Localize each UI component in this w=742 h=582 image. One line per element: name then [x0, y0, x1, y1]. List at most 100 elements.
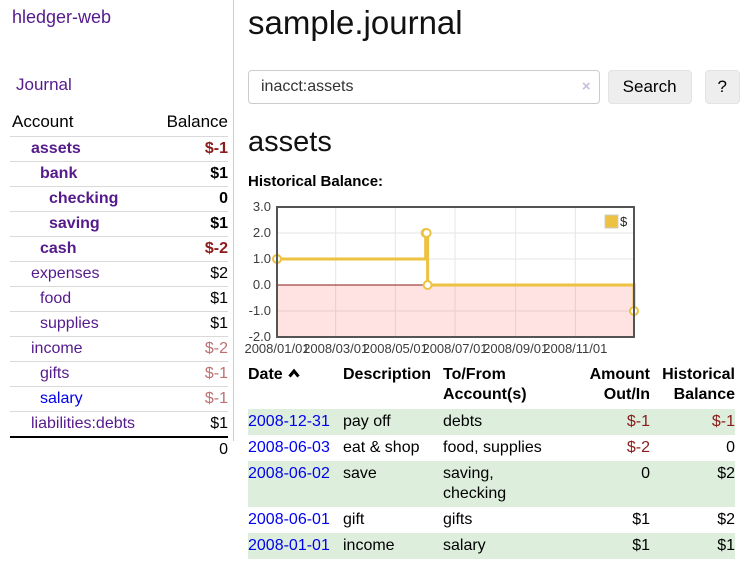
- accounts-header-account: Account: [12, 112, 74, 131]
- register-description-cell: save: [343, 461, 443, 507]
- register-description-cell: income: [343, 533, 443, 559]
- register-header-row: Date Description To/From Account(s) Amou…: [248, 363, 735, 409]
- account-balance: $1: [154, 411, 228, 437]
- register-description-cell: pay off: [343, 409, 443, 435]
- x-tick-label: 2008/05/01: [363, 341, 428, 356]
- sidebar-account-checking[interactable]: checking: [49, 190, 119, 207]
- account-name-cell: bank: [10, 161, 155, 187]
- account-row: assets $-1: [10, 136, 228, 162]
- account-name-cell: income: [10, 336, 155, 362]
- register-date-cell: 2008-12-31: [248, 409, 343, 435]
- x-tick-label: 2008/11/01: [543, 341, 607, 356]
- sidebar-account-supplies[interactable]: supplies: [40, 315, 99, 332]
- account-row: liabilities:debts $1: [10, 411, 228, 437]
- register-balance-cell: $1: [650, 533, 735, 559]
- transaction-date-link[interactable]: 2008-06-02: [248, 465, 330, 482]
- register-tofrom-cell: gifts: [443, 511, 473, 528]
- sidebar-account-salary[interactable]: salary: [40, 390, 83, 407]
- sidebar-account-income[interactable]: income: [31, 340, 83, 357]
- register-row: 2008-06-01 gift gifts $1 $2: [248, 507, 735, 533]
- register-description-cell: eat & shop: [343, 439, 420, 456]
- historical-balance-chart: 3.0 2.0 1.0 0.0 -1.0 -2.02008/01/012008/03/01…: [244, 199, 639, 356]
- sidebar-account-liabilities-debts[interactable]: liabilities:debts: [31, 415, 136, 432]
- register-row: 2008-06-02 save saving, checking 0 $2: [248, 461, 735, 507]
- transaction-date-link[interactable]: 2008-06-03: [248, 439, 330, 456]
- account-row: saving $1: [10, 211, 228, 237]
- register-date-cell: 2008-06-02: [248, 461, 343, 507]
- accounts-total-value: 0: [154, 436, 228, 462]
- register-header-date: Date: [248, 363, 343, 409]
- sidebar: hledger-web Journal Account Balance asse…: [0, 0, 233, 462]
- register-row: 2008-01-01 income salary $1 $1: [248, 533, 735, 559]
- register-header-tofrom: To/From Account(s): [443, 366, 527, 403]
- sidebar-account-expenses[interactable]: expenses: [31, 265, 100, 282]
- account-name-cell: cash: [10, 236, 155, 262]
- y-tick-label: -1.0: [249, 303, 271, 318]
- register-row: 2008-06-03 eat & shop food, supplies $-2 0: [248, 435, 735, 461]
- account-row: salary $-1: [10, 386, 228, 412]
- register-amount-cell: $1: [573, 533, 650, 559]
- search-bar: × Search ?: [248, 70, 740, 104]
- plot-border: [276, 206, 635, 338]
- sidebar-account-bank[interactable]: bank: [40, 165, 78, 182]
- sidebar-account-cash[interactable]: cash: [40, 240, 77, 257]
- chart-title: Historical Balance:: [248, 173, 384, 190]
- account-name-cell: saving: [10, 211, 155, 237]
- x-tick-label: 2008/03/01: [303, 341, 368, 356]
- account-name-cell: liabilities:debts: [10, 411, 155, 437]
- account-name-cell: expenses: [10, 261, 155, 287]
- register-balance-cell: $2: [717, 511, 735, 528]
- sidebar-account-assets[interactable]: assets: [31, 140, 81, 157]
- clear-search-icon[interactable]: ×: [581, 78, 591, 95]
- register-header-description: Description: [343, 366, 432, 383]
- account-row: cash $-2: [10, 236, 228, 262]
- sidebar-account-food[interactable]: food: [40, 290, 72, 307]
- register-tofrom-cell: food, supplies: [443, 439, 542, 456]
- sort-ascending-icon: [287, 365, 301, 385]
- accounts-table: Account Balance assets $-1 bank $1 checking 0…: [10, 109, 228, 462]
- brand-link[interactable]: hledger-web: [12, 7, 112, 27]
- account-name-cell: checking: [10, 186, 155, 212]
- register-tofrom-cell: debts: [443, 409, 573, 435]
- accounts-total-spacer: [10, 436, 155, 462]
- transaction-date-link[interactable]: 2008-06-01: [248, 511, 330, 528]
- x-tick-label: 2008/01/01: [244, 341, 309, 356]
- search-help-button[interactable]: ?: [704, 70, 740, 104]
- register-date-cell: 2008-06-01: [248, 507, 343, 533]
- register-amount-cell: $1: [632, 511, 650, 528]
- sidebar-account-gifts[interactable]: gifts: [40, 365, 70, 382]
- main-content: sample.journal × Search ? assets Histori…: [244, 0, 740, 559]
- account-balance: $1: [154, 161, 228, 187]
- account-name-cell: salary: [10, 386, 155, 412]
- sidebar-divider: [233, 0, 234, 441]
- account-balance: $1: [154, 286, 228, 312]
- register-description-cell: gift: [343, 511, 365, 528]
- sidebar-account-saving[interactable]: saving: [49, 215, 100, 232]
- page-title: sample.journal: [248, 4, 463, 41]
- account-balance: $-1: [154, 136, 228, 162]
- sidebar-item-journal[interactable]: Journal: [16, 75, 72, 94]
- data-point-marker: [422, 280, 433, 290]
- accounts-header-balance: Balance: [166, 112, 228, 131]
- register-table: Date Description To/From Account(s) Amou…: [248, 363, 735, 559]
- account-row: food $1: [10, 286, 228, 312]
- transaction-date-link[interactable]: 2008-12-31: [248, 413, 330, 430]
- account-row: gifts $-1: [10, 361, 228, 387]
- x-tick-label: 2008/07/01: [422, 341, 487, 356]
- account-name-cell: food: [10, 286, 155, 312]
- register-date-cell: 2008-06-03: [248, 435, 343, 461]
- legend-label: $: [620, 214, 628, 229]
- search-input[interactable]: [248, 70, 600, 104]
- y-tick-label: 0.0: [253, 277, 271, 292]
- transaction-date-link[interactable]: 2008-01-01: [248, 537, 330, 554]
- account-heading: assets: [248, 126, 332, 158]
- account-balance: $-2: [154, 236, 228, 262]
- register-balance-cell: 0: [726, 439, 735, 456]
- register-balance-cell: $2: [650, 461, 735, 507]
- account-balance: $2: [154, 261, 228, 287]
- accounts-total-row: 0: [10, 436, 228, 462]
- search-button[interactable]: Search: [607, 70, 692, 104]
- register-tofrom-cell: saving, checking: [443, 461, 573, 507]
- y-tick-label: 3.0: [253, 199, 271, 214]
- register-date-cell: 2008-01-01: [248, 533, 343, 559]
